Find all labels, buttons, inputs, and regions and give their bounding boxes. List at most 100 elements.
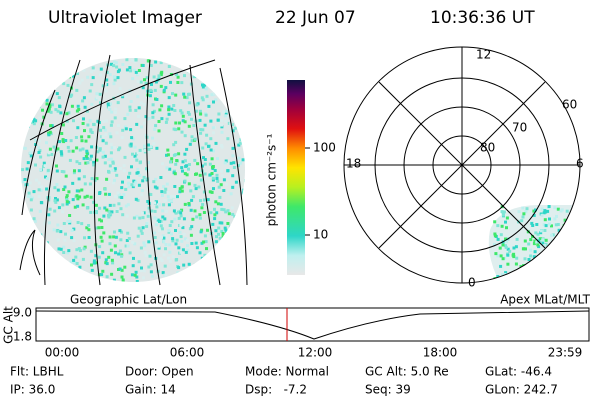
pixel <box>122 169 126 173</box>
pixel <box>181 119 185 123</box>
pixel <box>232 247 236 251</box>
pixel <box>222 97 225 101</box>
pixel <box>200 241 204 245</box>
pixel <box>532 242 536 246</box>
pixel <box>142 269 146 273</box>
pixel <box>200 228 204 232</box>
pixel <box>208 162 212 166</box>
pixel <box>46 109 50 113</box>
pixel <box>75 189 79 193</box>
pixel <box>117 148 121 152</box>
pixel <box>107 104 111 108</box>
pixel <box>523 239 527 243</box>
pixel <box>108 107 112 111</box>
pixel <box>52 228 56 232</box>
pixel <box>188 142 192 146</box>
pixel <box>191 217 195 221</box>
pixel <box>90 70 93 74</box>
pixel <box>45 77 49 80</box>
lat-label: 80 <box>480 141 495 155</box>
pixel <box>241 103 244 107</box>
pixel <box>189 281 193 282</box>
mlt-label: 18 <box>346 157 361 171</box>
pixel <box>30 78 34 82</box>
pixel <box>130 136 134 140</box>
pixel <box>128 108 132 112</box>
pixel <box>190 225 194 229</box>
pixel <box>118 267 122 271</box>
pixel <box>181 277 185 281</box>
pixel <box>177 266 181 270</box>
pixel <box>92 163 96 167</box>
pixel <box>537 239 541 243</box>
pixel <box>168 259 172 263</box>
pixel <box>98 192 102 195</box>
pixel <box>26 216 30 219</box>
pixel <box>107 170 111 174</box>
pixel <box>113 167 117 171</box>
pixel <box>77 255 81 259</box>
pixel <box>65 200 69 204</box>
pixel <box>59 227 63 231</box>
pixel <box>101 251 105 255</box>
pixel <box>496 254 500 258</box>
pixel <box>153 127 157 131</box>
pixel <box>92 123 96 127</box>
pixel <box>77 276 81 280</box>
pixel <box>166 191 170 194</box>
pixel <box>206 62 210 66</box>
pixel <box>135 171 139 175</box>
pixel <box>112 235 116 239</box>
pixel <box>140 231 144 235</box>
pixel <box>34 119 38 123</box>
pixel <box>77 177 81 181</box>
pixel <box>125 68 129 72</box>
pixel <box>536 236 540 240</box>
pixel <box>569 245 573 249</box>
pixel <box>45 263 49 267</box>
pixel <box>72 238 76 242</box>
pixel <box>199 131 203 135</box>
pixel <box>174 140 178 144</box>
pixel <box>143 144 146 148</box>
pixel <box>28 181 32 185</box>
pixel <box>34 163 37 167</box>
emission-pixels <box>488 205 580 283</box>
pixel <box>224 182 228 186</box>
pixel <box>62 170 66 174</box>
pixel <box>81 271 85 275</box>
pixel <box>38 116 42 120</box>
pixel <box>132 216 136 220</box>
pixel <box>103 154 107 158</box>
pixel <box>121 63 125 66</box>
pixel <box>120 268 124 272</box>
pixel <box>65 196 69 200</box>
pixel <box>26 161 30 165</box>
pixel <box>49 65 53 69</box>
pixel <box>113 116 117 120</box>
pixel <box>131 185 135 189</box>
pixel <box>68 219 72 223</box>
pixel <box>195 246 199 250</box>
pixel <box>183 172 187 176</box>
pixel <box>147 147 151 151</box>
pixel <box>243 74 245 78</box>
pixel <box>82 157 86 161</box>
pixel <box>575 253 579 257</box>
pixel <box>574 272 577 276</box>
pixel <box>156 218 160 222</box>
pixel <box>21 146 25 150</box>
pixel <box>199 230 203 234</box>
pixel <box>170 157 174 161</box>
pixel <box>40 87 44 91</box>
pixel <box>71 149 75 153</box>
pixel <box>47 131 51 135</box>
pixel <box>125 58 129 62</box>
pixel <box>118 87 122 91</box>
pixel <box>34 236 38 240</box>
pixel <box>527 282 531 283</box>
pixel <box>515 272 519 276</box>
pixel <box>191 195 195 199</box>
pixel <box>211 165 214 169</box>
pixel <box>82 68 86 72</box>
